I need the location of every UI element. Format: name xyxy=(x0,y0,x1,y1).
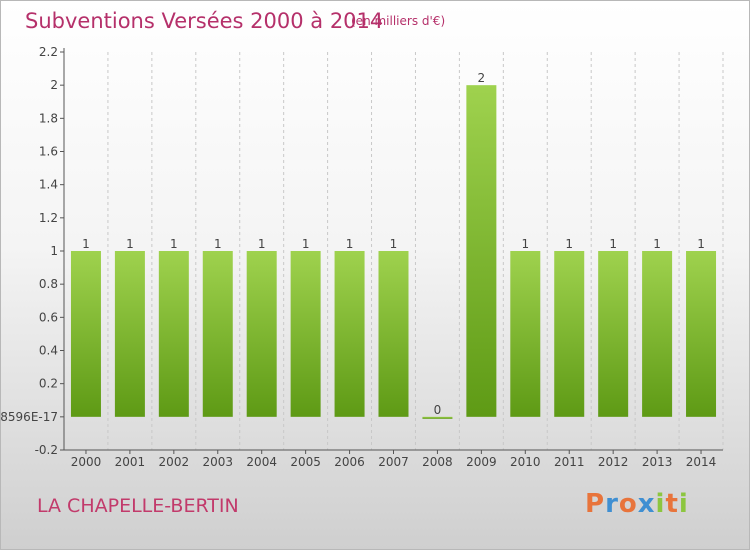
y-tick-label: 0.2 xyxy=(39,377,58,391)
x-tick-label-2003: 2003 xyxy=(202,455,233,469)
logo-letter: x xyxy=(637,489,656,519)
x-tick-label-2013: 2013 xyxy=(642,455,673,469)
data-label-2009: 2 xyxy=(478,71,486,85)
data-label-2001: 1 xyxy=(126,237,134,251)
x-tick-label-2014: 2014 xyxy=(686,455,717,469)
y-tick-label: 2.2 xyxy=(39,45,58,59)
x-tick-label-2002: 2002 xyxy=(159,455,190,469)
data-label-2010: 1 xyxy=(521,237,529,251)
data-label-2012: 1 xyxy=(609,237,617,251)
data-label-2007: 1 xyxy=(390,237,398,251)
logo-letter: i xyxy=(655,489,666,519)
bar-2004 xyxy=(246,251,277,417)
bar-2002 xyxy=(158,251,189,417)
bar-2001 xyxy=(114,251,145,417)
unit-note: (en milliers d'€) xyxy=(351,14,446,28)
bar-2011 xyxy=(554,251,585,417)
proxiti-logo: Proxiti xyxy=(585,489,689,519)
y-tick-label: 1.6 xyxy=(39,145,58,159)
bar-2014 xyxy=(686,251,717,417)
data-label-2011: 1 xyxy=(565,237,573,251)
bar-2006 xyxy=(334,251,365,417)
bar-2013 xyxy=(642,251,673,417)
data-label-2006: 1 xyxy=(346,237,354,251)
logo-letter: o xyxy=(618,489,638,519)
bar-2005 xyxy=(290,251,321,417)
data-label-2008: 0 xyxy=(434,403,442,417)
logo-letter: t xyxy=(665,489,679,519)
data-label-2002: 1 xyxy=(170,237,178,251)
logo-letter: r xyxy=(605,489,619,519)
bar-2000 xyxy=(70,251,101,417)
data-label-2014: 1 xyxy=(697,237,705,251)
x-tick-label-2006: 2006 xyxy=(334,455,365,469)
logo-letter: P xyxy=(585,489,606,519)
data-label-2005: 1 xyxy=(302,237,310,251)
x-tick-label-2007: 2007 xyxy=(378,455,409,469)
x-tick-label-2010: 2010 xyxy=(510,455,541,469)
data-label-2003: 1 xyxy=(214,237,222,251)
x-tick-label-2009: 2009 xyxy=(466,455,497,469)
y-tick-label: 1.4 xyxy=(39,178,58,192)
chart-title: Subventions Versées 2000 à 2014 xyxy=(25,9,384,33)
x-tick-label-2008: 2008 xyxy=(422,455,453,469)
data-label-2004: 1 xyxy=(258,237,266,251)
bar-2007 xyxy=(378,251,409,417)
y-tick-label: 1.8 xyxy=(39,111,58,125)
logo-letter: i xyxy=(678,489,689,519)
bar-2010 xyxy=(510,251,541,417)
data-label-2000: 1 xyxy=(82,237,90,251)
bar-2012 xyxy=(598,251,629,417)
data-label-2013: 1 xyxy=(653,237,661,251)
x-tick-label-2000: 2000 xyxy=(71,455,102,469)
y-tick-label: 0.8 xyxy=(39,277,58,291)
x-tick-label-2012: 2012 xyxy=(598,455,629,469)
y-tick-label: -0.2 xyxy=(35,443,58,457)
bar-2009 xyxy=(466,85,497,417)
bar-2008 xyxy=(422,416,453,419)
y-tick-label: 2 xyxy=(50,78,58,92)
y-tick-label: 1.2 xyxy=(39,211,58,225)
x-tick-label-2011: 2011 xyxy=(554,455,585,469)
x-tick-label-2001: 2001 xyxy=(115,455,146,469)
x-tick-label-2005: 2005 xyxy=(290,455,321,469)
y-tick-label: 0.4 xyxy=(39,344,58,358)
bar-2003 xyxy=(202,251,233,417)
x-tick-label-2004: 2004 xyxy=(246,455,277,469)
y-tick-label: 0.6 xyxy=(39,310,58,324)
y-tick-label: 1 xyxy=(50,244,58,258)
commune-name: LA CHAPELLE-BERTIN xyxy=(37,495,239,517)
y-tick-label: -1.5265566588596E-17 xyxy=(1,410,58,424)
